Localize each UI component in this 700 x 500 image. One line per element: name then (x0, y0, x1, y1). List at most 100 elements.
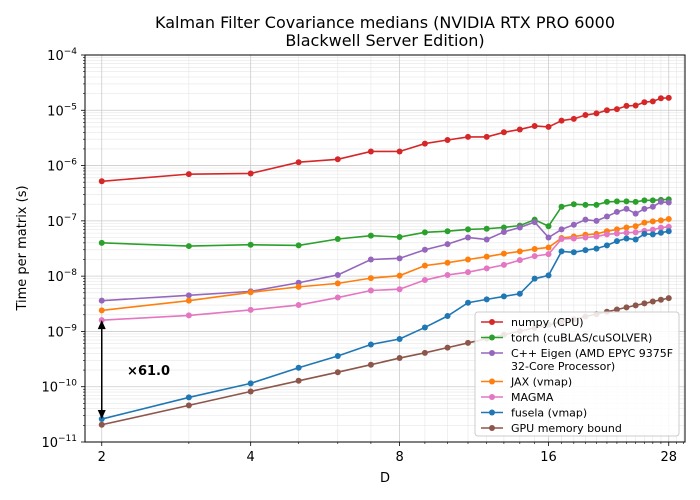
data-point (396, 355, 403, 362)
legend-item-numpy-cpu: numpy (CPU) (481, 316, 584, 329)
data-point (623, 224, 630, 231)
data-point (649, 197, 656, 204)
legend-swatch-marker (489, 409, 495, 416)
data-point (657, 229, 664, 236)
data-point (641, 300, 648, 307)
data-point (558, 226, 565, 233)
annotation-arrow-head-up (97, 320, 106, 330)
data-point (421, 349, 428, 356)
data-point (613, 306, 620, 313)
data-point (632, 223, 639, 230)
data-point (421, 229, 428, 236)
data-point (334, 156, 341, 163)
y-tick-label: 10−11 (41, 434, 77, 451)
data-point (657, 217, 664, 224)
data-point (558, 248, 565, 255)
data-point (632, 229, 639, 236)
data-point (558, 203, 565, 210)
data-point (593, 245, 600, 252)
data-point (483, 225, 490, 232)
legend-swatch-marker (489, 394, 495, 400)
data-point (623, 102, 630, 109)
x-tick-label: 2 (98, 450, 106, 465)
data-point (632, 102, 639, 109)
data-point (623, 198, 630, 205)
data-point (444, 241, 451, 248)
data-point (531, 122, 538, 129)
y-tick-label: 10−9 (47, 323, 77, 340)
data-point (623, 205, 630, 212)
data-point (500, 224, 507, 231)
data-point (185, 243, 192, 250)
data-point (247, 289, 254, 296)
data-point (516, 290, 523, 297)
data-point (613, 238, 620, 245)
data-point (582, 216, 589, 223)
data-point (570, 201, 577, 208)
data-point (396, 286, 403, 293)
data-point (545, 234, 552, 241)
legend-label: torch (cuBLAS/cuSOLVER) (511, 332, 652, 345)
y-tick-label: 10−7 (47, 213, 77, 230)
data-point (593, 233, 600, 240)
data-point (185, 394, 192, 401)
data-point (623, 304, 630, 311)
x-tick-label: 4 (247, 450, 255, 465)
data-point (98, 297, 105, 304)
y-tick-label: 10−8 (47, 268, 77, 285)
data-point (295, 159, 302, 166)
data-point (500, 129, 507, 136)
data-point (185, 297, 192, 304)
plot-frame (84, 54, 686, 443)
data-point (334, 280, 341, 287)
data-point (483, 236, 490, 243)
chart-title-line-2: Blackwell Server Edition) (285, 31, 484, 50)
data-point (545, 244, 552, 251)
data-point (665, 223, 672, 230)
data-point (641, 99, 648, 106)
legend-label: 32-Core Processor) (511, 360, 615, 373)
legend: numpy (CPU) torch (cuBLAS/cuSOLVER) C++ Ei… (474, 311, 680, 437)
data-point (465, 256, 472, 263)
data-point (531, 253, 538, 260)
data-point (570, 115, 577, 122)
data-point (593, 201, 600, 208)
data-point (334, 369, 341, 376)
data-point (465, 234, 472, 241)
y-tick-label: 10−5 (47, 102, 77, 119)
data-point (247, 170, 254, 177)
data-point (649, 218, 656, 225)
data-point (421, 262, 428, 269)
legend-box (474, 311, 680, 437)
data-point (570, 221, 577, 228)
series-magma (98, 223, 672, 324)
x-tick-label: 28 (660, 450, 677, 465)
data-point (247, 380, 254, 387)
x-tick-label: 16 (540, 450, 557, 465)
data-point (545, 123, 552, 130)
data-point (582, 234, 589, 241)
data-point (665, 199, 672, 206)
data-point (657, 296, 664, 303)
data-point (465, 133, 472, 140)
data-point (613, 198, 620, 205)
y-tick-label: 10−10 (41, 379, 77, 396)
legend-label: C++ Eigen (AMD EPYC 9375F (511, 347, 673, 360)
data-point (334, 235, 341, 242)
data-point (421, 277, 428, 284)
data-point (593, 110, 600, 117)
data-point (623, 229, 630, 236)
data-point (623, 235, 630, 242)
y-tick-label: 10−6 (47, 158, 77, 175)
legend-swatch-marker (489, 334, 495, 341)
data-point (295, 242, 302, 249)
data-point (516, 224, 523, 231)
data-point (465, 269, 472, 276)
series-numpy-cpu (98, 94, 672, 185)
data-point (185, 171, 192, 178)
data-point (444, 313, 451, 320)
data-point (558, 117, 565, 124)
data-point (516, 248, 523, 255)
data-point (367, 232, 374, 239)
